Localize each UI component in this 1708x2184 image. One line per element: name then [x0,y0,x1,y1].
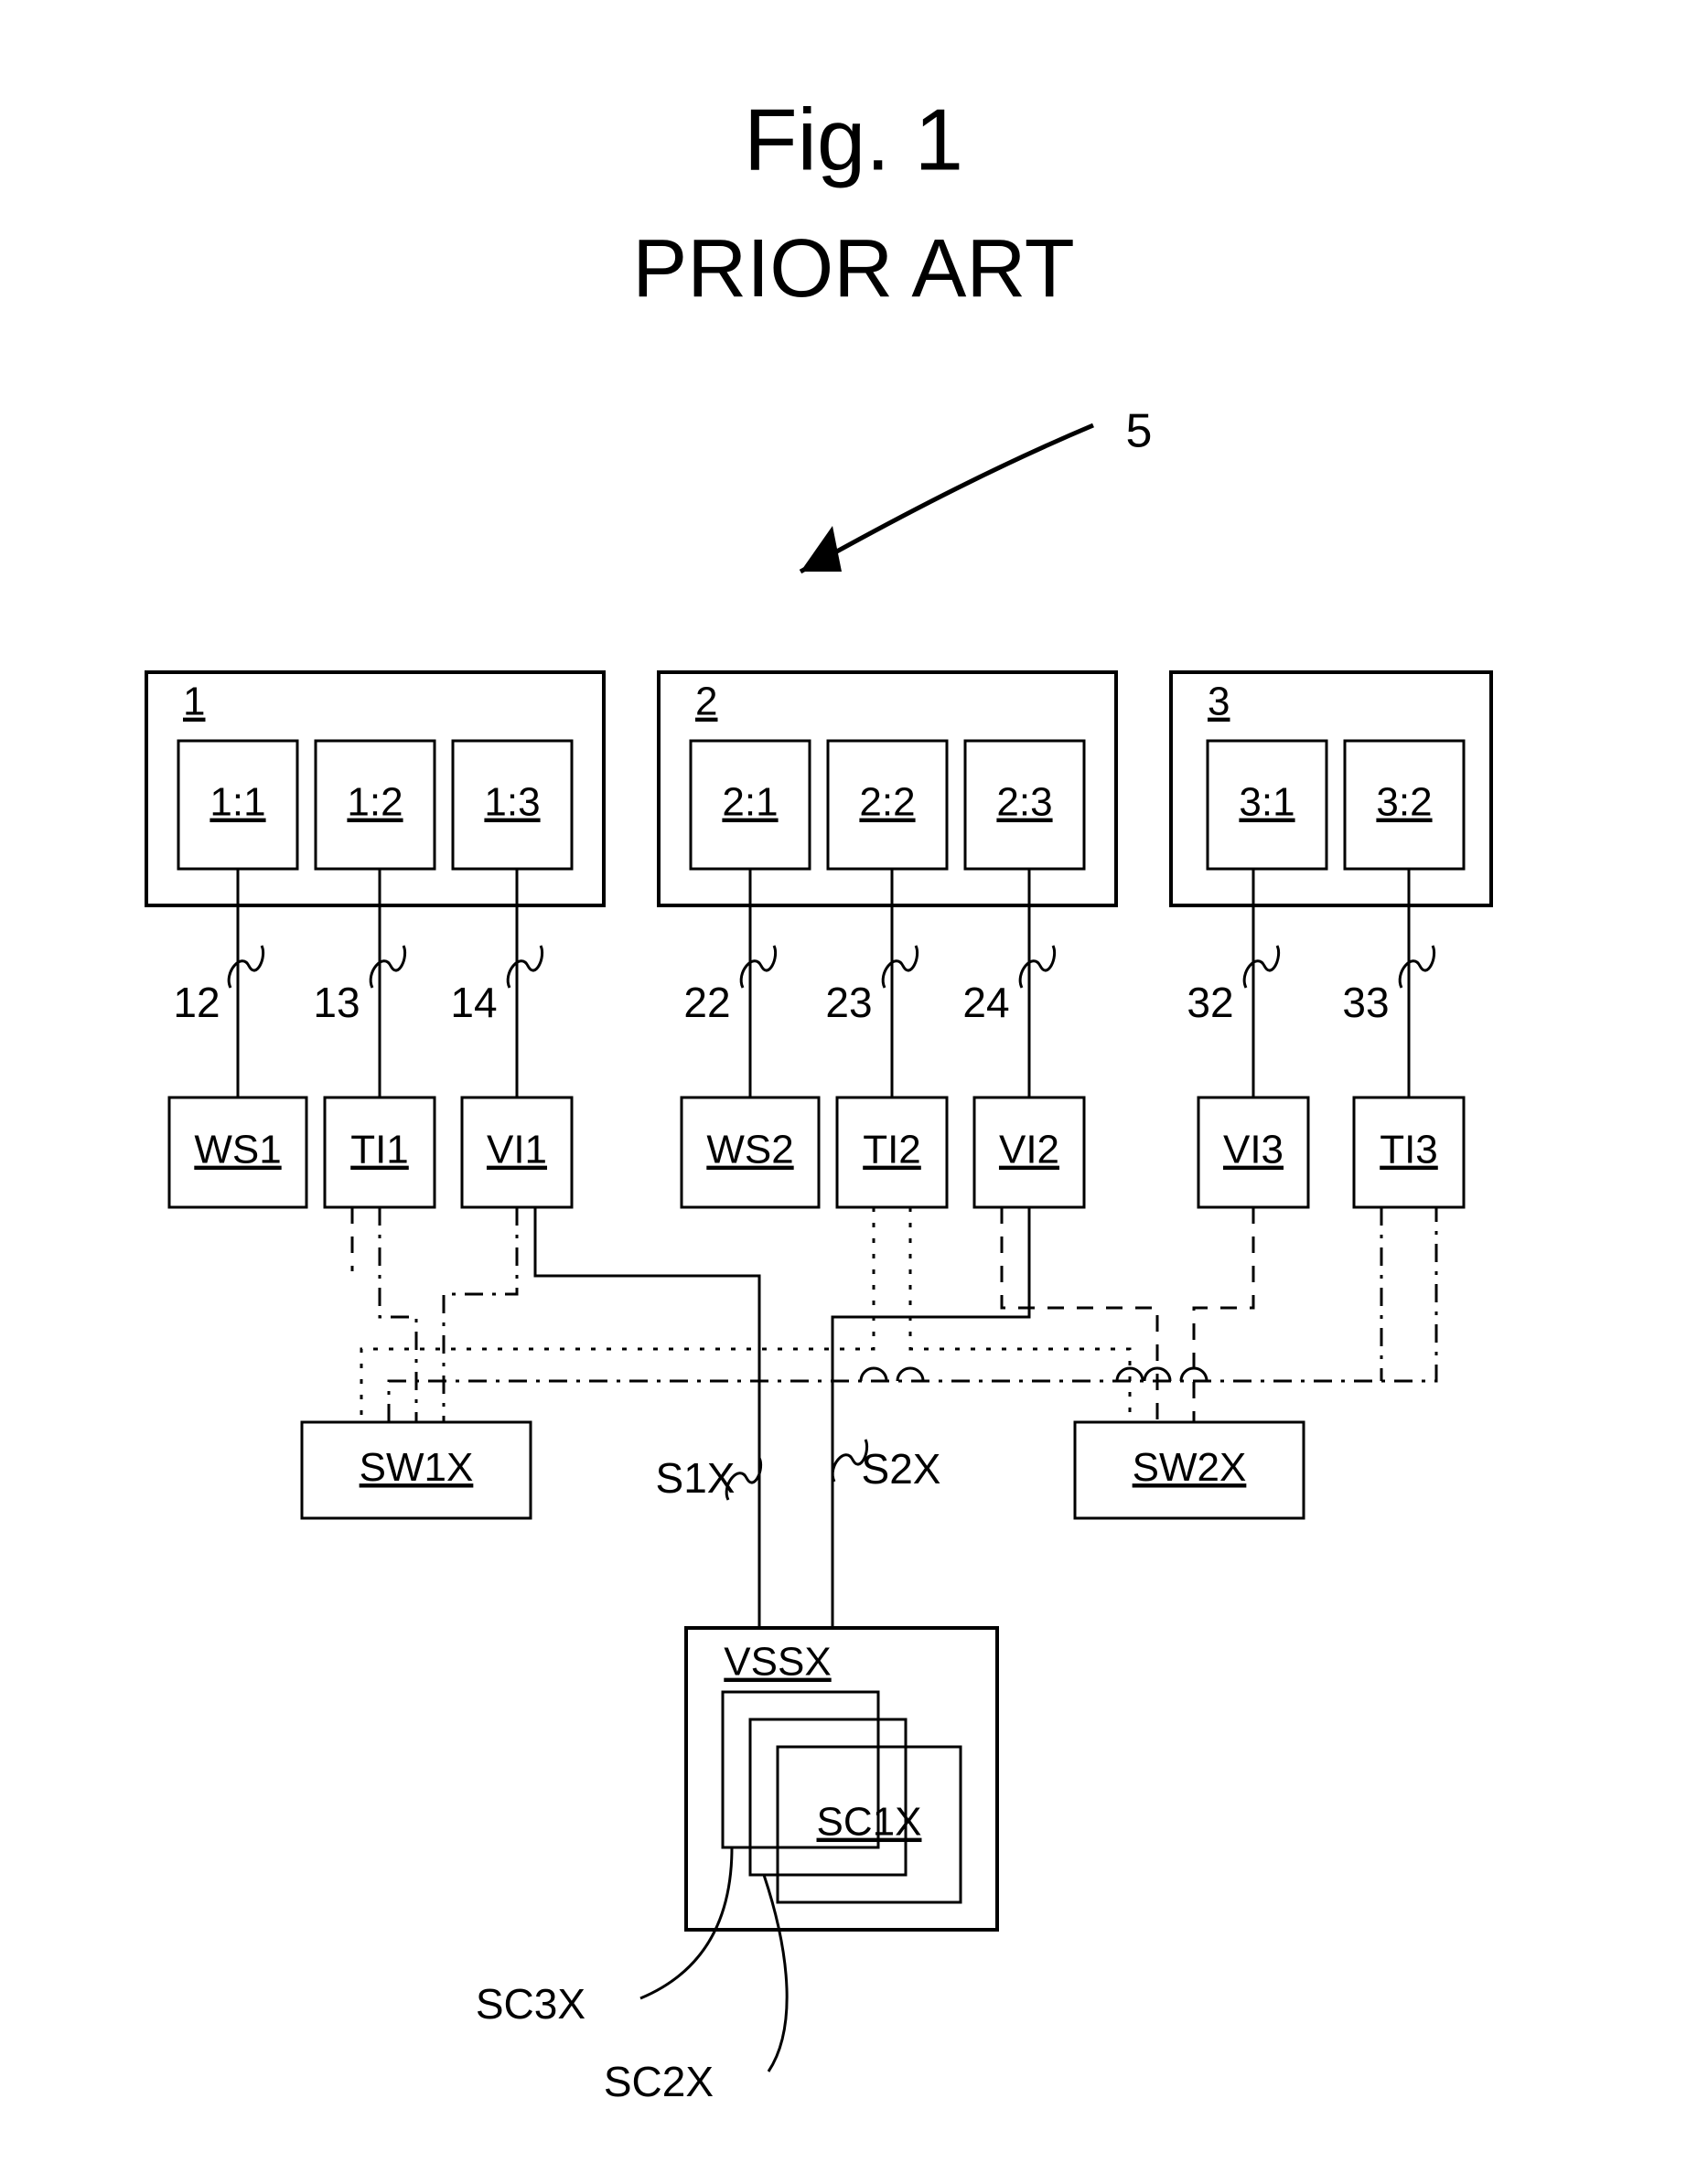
wire-label-13: 13 [313,979,360,1026]
squiggle [1244,946,1278,988]
group-label-3: 3 [1208,680,1230,724]
net-vi3-sw2x [1194,1207,1253,1422]
subbox-label-2:2: 2:2 [859,780,915,825]
subbox-label-1:1: 1:1 [209,780,265,825]
squiggle [883,946,917,988]
wire-label-23: 23 [825,979,872,1026]
wire-label-12: 12 [173,979,220,1026]
wire-label-14: 14 [450,979,497,1026]
net-s2x [833,1207,1029,1628]
switch-label-SW1X: SW1X [360,1445,474,1490]
label-s2x: S2X [862,1445,941,1493]
callout-label-SC2X: SC2X [604,2058,714,2105]
net-s1x [535,1207,759,1628]
reference-arrow [800,425,1093,572]
net-ti2-split [910,1207,1130,1422]
reference-number: 5 [1126,405,1153,458]
crossover-hop [1181,1368,1207,1381]
net-longrow [389,1207,1436,1422]
group-label-1: 1 [183,680,205,724]
wire-label-33: 33 [1342,979,1389,1026]
wire-label-22: 22 [683,979,730,1026]
midbox-label-VI3: VI3 [1223,1128,1284,1172]
squiggle [229,946,263,988]
figure-subtitle: PRIOR ART [632,223,1074,315]
crossover-hop [897,1368,923,1381]
subbox-label-1:3: 1:3 [484,780,540,825]
vssx-label: VSSX [724,1640,831,1685]
reference-arrow-head [800,526,842,572]
group-label-2: 2 [695,680,717,724]
subbox-label-1:2: 1:2 [347,780,403,825]
midbox-label-TI2: TI2 [863,1128,921,1172]
midbox-label-TI1: TI1 [350,1128,409,1172]
subbox-label-3:1: 3:1 [1239,780,1294,825]
figure-title: Fig. 1 [744,91,963,188]
squiggle [1400,946,1434,988]
net-ti2-split [361,1207,874,1422]
net-ti1-vi1-sw1x [444,1207,517,1422]
subbox-label-3:2: 3:2 [1376,780,1432,825]
switch-label-SW2X: SW2X [1133,1445,1247,1490]
squiggle [741,946,775,988]
subbox-label-2:3: 2:3 [996,780,1052,825]
midbox-label-WS2: WS2 [706,1128,793,1172]
midbox-label-VI2: VI2 [999,1128,1059,1172]
net-ti1-vi1-sw1x [380,1207,416,1422]
subbox-label-2:1: 2:1 [722,780,778,825]
midbox-label-WS1: WS1 [194,1128,281,1172]
midbox-label-TI3: TI3 [1380,1128,1438,1172]
crossover-hop [861,1368,886,1381]
squiggle [371,946,404,988]
wire-label-32: 32 [1187,979,1233,1026]
net-vi2-bridge [1002,1207,1157,1422]
label-s1x: S1X [656,1454,736,1502]
sc1x-label: SC1X [817,1800,922,1845]
wire-label-24: 24 [962,979,1009,1026]
diagram-canvas: Fig. 1PRIOR ART51231:11:21:32:12:22:33:1… [0,0,1708,2184]
squiggle [508,946,542,988]
squiggle [1020,946,1054,988]
callout-label-SC3X: SC3X [476,1980,585,2028]
callout-SC2X [764,1875,787,2072]
sc-card-1 [750,1719,906,1875]
midbox-label-VI1: VI1 [487,1128,547,1172]
